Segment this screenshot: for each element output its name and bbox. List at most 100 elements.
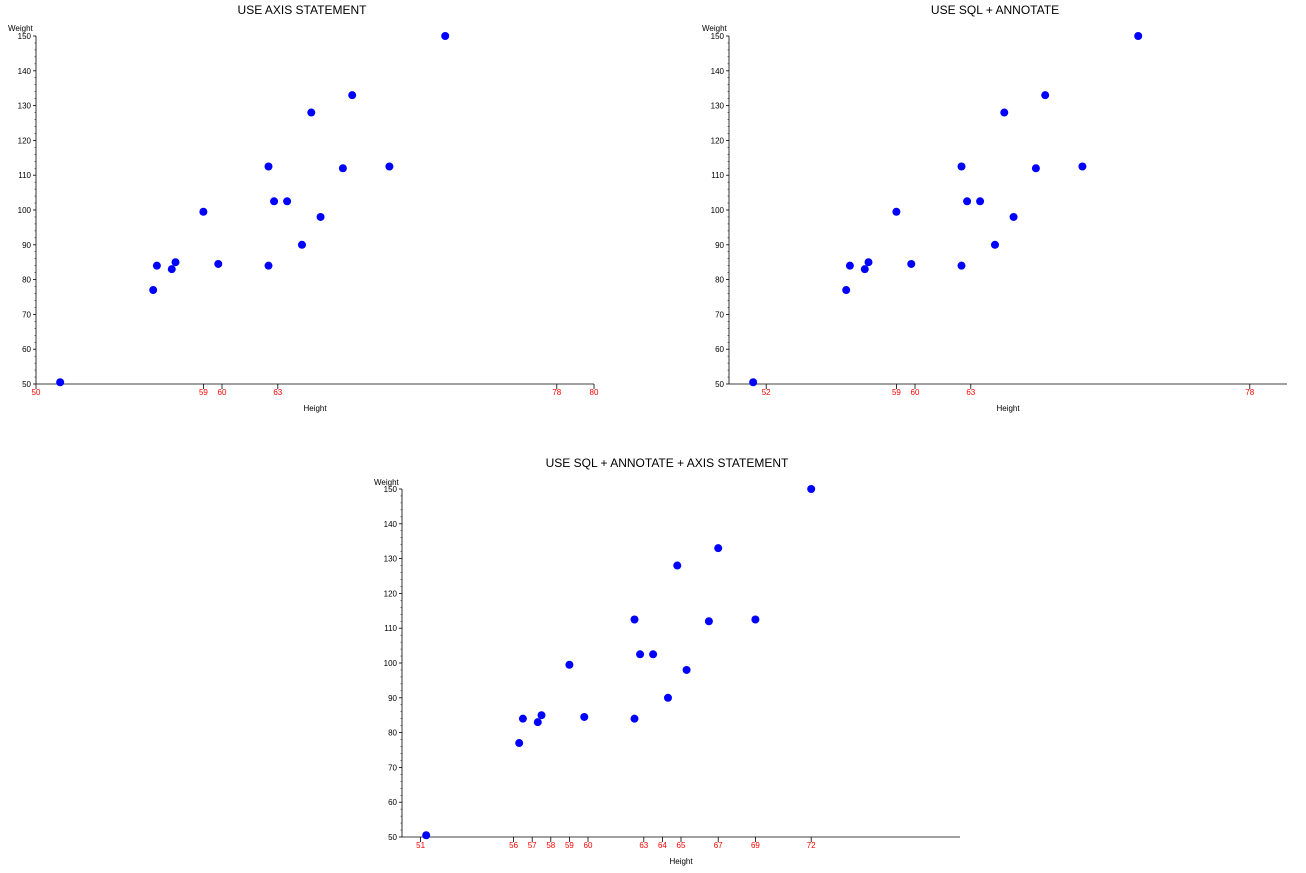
chart-panel-sql-annotate: USE SQL + ANNOTATE Weight Height 50 60 70 8… (702, 3, 1287, 413)
x-tick-label: 60 (218, 388, 227, 397)
y-tick-label: 100 (711, 206, 725, 215)
x-tick-label: 72 (807, 841, 816, 850)
x-tick-label: 57 (528, 841, 537, 850)
scatter-point (264, 261, 273, 270)
scatter-point (385, 162, 394, 171)
y-tick-label: 90 (22, 241, 31, 250)
y-tick-label: 50 (388, 833, 397, 842)
y-tick-label: 110 (711, 171, 724, 180)
y-tick-label: 140 (18, 67, 32, 76)
scatter-point (1041, 91, 1050, 100)
scatter-point (214, 259, 223, 268)
scatter-point (751, 615, 760, 624)
scatter-point (673, 561, 682, 570)
x-tick-label: 50 (32, 388, 41, 397)
x-tick-label: 60 (911, 388, 920, 397)
y-tick-label: 80 (22, 276, 31, 285)
chart-title: USE SQL + ANNOTATE (931, 3, 1059, 17)
x-tick-label: 63 (639, 841, 648, 850)
scatter-point (704, 617, 713, 626)
scatter-point (842, 286, 851, 295)
scatter-point (307, 108, 316, 117)
scatter-point (1078, 162, 1087, 171)
x-tick-label: 67 (714, 841, 723, 850)
chart-panel-axis-statement: USE AXIS STATEMENT Weight Height 50 60 70 8… (8, 3, 599, 413)
y-axis-label: Weight (702, 24, 728, 33)
scatter-point (515, 739, 524, 748)
y-tick-label: 70 (388, 763, 397, 772)
scatter-point (864, 258, 873, 267)
y-tick-label: 80 (715, 276, 724, 285)
scatter-point (348, 91, 357, 100)
scatter-point (580, 712, 589, 721)
scatter-point (1009, 212, 1018, 221)
scatter-point (199, 207, 208, 216)
scatter-point (537, 711, 546, 720)
scatter-point (565, 660, 574, 669)
scatter-point (56, 378, 65, 387)
chart-title: USE SQL + ANNOTATE + AXIS STATEMENT (546, 456, 789, 470)
scatter-point (297, 240, 306, 249)
scatter-point (316, 212, 325, 221)
scatter-point (149, 286, 158, 295)
y-tick-label: 140 (711, 67, 725, 76)
scatter-point (152, 261, 161, 270)
y-tick-label: 140 (384, 520, 398, 529)
y-tick-label: 130 (711, 102, 725, 111)
y-tick-label: 150 (384, 485, 398, 494)
scatter-point (1134, 32, 1143, 40)
y-tick-label: 90 (388, 694, 397, 703)
y-tick-label: 80 (388, 729, 397, 738)
scatter-point (963, 197, 972, 206)
chart-panel-sql-annotate-axis: USE SQL + ANNOTATE + AXIS STATEMENT Weig… (374, 456, 960, 866)
y-tick-label: 60 (22, 345, 31, 354)
scatter-point (749, 378, 758, 387)
y-tick-label: 120 (711, 136, 725, 145)
scatter-point (171, 258, 180, 267)
x-tick-label: 69 (751, 841, 760, 850)
x-tick-label: 63 (273, 388, 282, 397)
x-axis-label: Height (303, 404, 327, 413)
scatter-point (533, 718, 542, 727)
scatter-point (270, 197, 279, 206)
y-tick-label: 150 (18, 32, 32, 41)
chart-title: USE AXIS STATEMENT (238, 3, 368, 17)
x-tick-label: 56 (509, 841, 518, 850)
x-tick-label: 59 (892, 388, 901, 397)
x-axis-label: Height (669, 857, 693, 866)
scatter-point (264, 162, 273, 171)
scatter-point (1000, 108, 1009, 117)
scatter-point (630, 714, 639, 723)
scatter-point (845, 261, 854, 270)
scatter-point (907, 259, 916, 268)
x-tick-label: 78 (552, 388, 561, 397)
x-tick-label: 64 (658, 841, 667, 850)
scatter-point (976, 197, 985, 206)
y-tick-label: 120 (18, 136, 32, 145)
scatter-point (283, 197, 292, 206)
scatter-point (807, 485, 816, 493)
scatter-point (636, 650, 645, 659)
scatter-point (518, 714, 527, 723)
x-tick-label: 65 (677, 841, 686, 850)
y-axis-label: Weight (8, 24, 34, 33)
y-tick-label: 130 (18, 102, 32, 111)
scatter-point (167, 265, 176, 274)
x-tick-label: 52 (762, 388, 771, 397)
y-tick-label: 150 (711, 32, 725, 41)
scatter-point (441, 32, 450, 40)
y-tick-label: 90 (715, 241, 724, 250)
y-tick-label: 120 (384, 589, 398, 598)
y-tick-label: 110 (384, 624, 397, 633)
scatter-point (892, 207, 901, 216)
scatter-point (338, 164, 347, 173)
x-axis-label: Height (996, 404, 1020, 413)
x-tick-label: 60 (584, 841, 593, 850)
y-tick-label: 70 (715, 310, 724, 319)
scatter-point (630, 615, 639, 624)
x-tick-label: 58 (546, 841, 555, 850)
y-tick-label: 110 (18, 171, 31, 180)
x-tick-label: 80 (590, 388, 599, 397)
y-tick-label: 60 (715, 345, 724, 354)
